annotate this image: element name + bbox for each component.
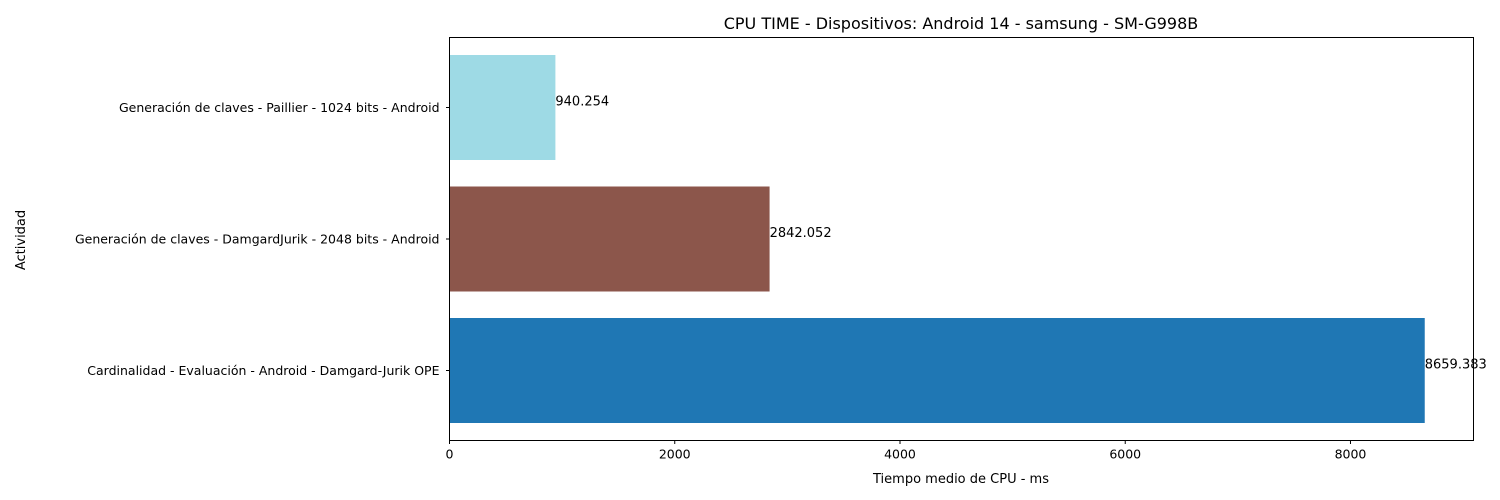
bar bbox=[449, 186, 770, 292]
x-tick-label: 4000 bbox=[884, 447, 916, 462]
plot-frame bbox=[449, 37, 1474, 441]
plot-area: 8659.383 Cardinalidad - Evaluación - Andr… bbox=[75, 55, 1487, 462]
bar-value-label: 940.254 bbox=[555, 95, 609, 110]
bar bbox=[449, 55, 556, 160]
y-tick-label: Generación de claves - DamgardJurik - 20… bbox=[75, 232, 440, 247]
bar-value-label: 8659.383 bbox=[1425, 358, 1487, 373]
x-tick-label: 2000 bbox=[659, 447, 691, 462]
bar bbox=[449, 318, 1425, 423]
y-tick-label: Cardinalidad - Evaluación - Android - Da… bbox=[87, 363, 439, 378]
chart-title: CPU TIME - Dispositivos: Android 14 - sa… bbox=[724, 14, 1199, 33]
x-tick-label: 6000 bbox=[1109, 447, 1141, 462]
y-tick-label: Generación de claves - Paillier - 1024 b… bbox=[119, 100, 440, 115]
x-tick-label: 8000 bbox=[1335, 447, 1367, 462]
x-tick-label: 0 bbox=[446, 447, 454, 462]
bar-value-label: 2842.052 bbox=[770, 226, 832, 241]
y-axis-label: Actividad bbox=[14, 210, 29, 270]
x-axis-label: Tiempo medio de CPU - ms bbox=[872, 472, 1049, 487]
